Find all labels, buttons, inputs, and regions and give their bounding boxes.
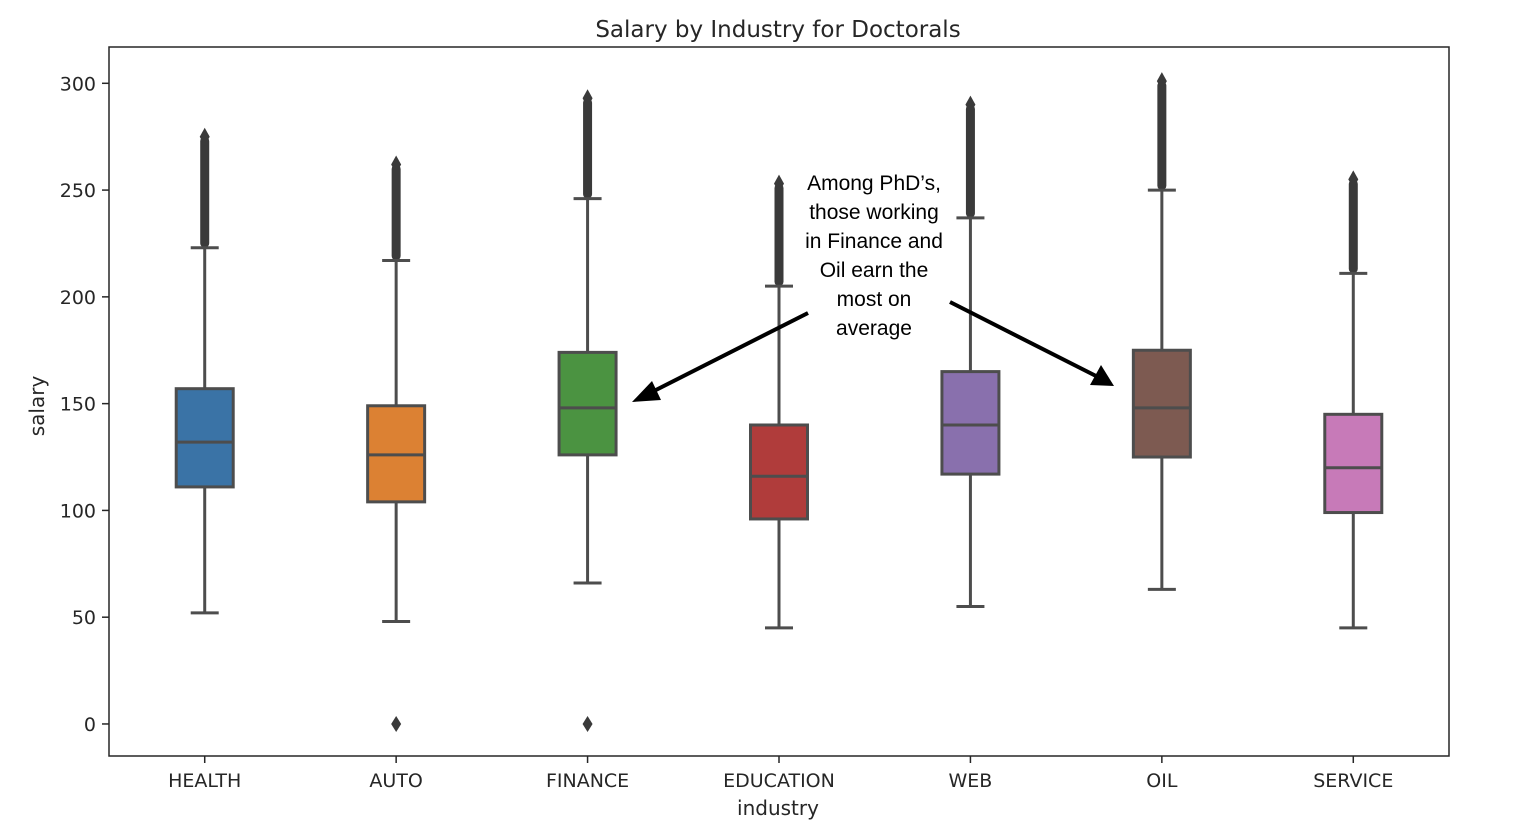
box-auto	[366, 155, 427, 732]
annotation-arrow-oil-head	[1090, 365, 1114, 386]
annotation-line: most on	[837, 288, 912, 311]
outliers-high-web	[965, 104, 975, 218]
x-tick-label-education: EDUCATION	[723, 770, 835, 792]
plot-area	[174, 72, 1384, 732]
outlier-max-education	[774, 174, 784, 193]
outliers-high-finance	[583, 98, 593, 199]
outlier-low-finance	[582, 715, 593, 732]
x-axis-label: industry	[737, 796, 819, 820]
iqr-box-finance	[557, 350, 618, 457]
box-web	[940, 95, 1001, 609]
iqr-box-oil	[1131, 348, 1192, 459]
annotation-arrow-oil-shaft	[949, 300, 1099, 379]
outliers-high-education	[774, 183, 784, 287]
y-tick-label: 200	[60, 287, 96, 309]
iqr-box-web	[940, 370, 1001, 476]
outlier-max-finance	[582, 89, 593, 108]
iqr-box-education	[749, 423, 809, 521]
x-tick-label-web: WEB	[949, 770, 993, 792]
x-tick-label-service: SERVICE	[1313, 770, 1393, 792]
y-axis: 0 50 100 150 200 250 300	[60, 73, 109, 736]
outliers-high-service	[1348, 179, 1358, 274]
chart-title: Salary by Industry for Doctorals	[595, 17, 960, 43]
box-finance	[557, 89, 618, 732]
outlier-max-oil	[1156, 72, 1167, 91]
box-health	[174, 127, 235, 615]
outliers-high-auto	[391, 164, 401, 261]
y-tick-label: 300	[60, 73, 96, 95]
box-oil	[1131, 72, 1192, 591]
annotation-arrow-finance-shaft	[647, 311, 809, 396]
annotation-line: those working	[809, 201, 939, 224]
outlier-max-auto	[391, 155, 402, 174]
box-education	[749, 174, 809, 630]
annotation-line: Oil earn the	[820, 259, 929, 282]
annotation-line: average	[836, 317, 912, 340]
annotation-line: in Finance and	[805, 230, 943, 253]
x-tick-label-finance: FINANCE	[546, 770, 629, 792]
iqr-box-health	[174, 387, 235, 489]
iqr-box-service	[1323, 412, 1384, 515]
y-tick-label: 0	[84, 714, 96, 736]
outlier-low-auto	[391, 715, 402, 732]
y-tick-label: 50	[72, 607, 96, 629]
outlier-max-health	[199, 127, 210, 146]
annotation: Among PhD’s, those working in Finance and O…	[632, 172, 1114, 402]
y-axis-label: salary	[25, 376, 49, 437]
outliers-high-oil	[1157, 81, 1167, 191]
annotation-line: Among PhD’s,	[807, 172, 941, 195]
box-service	[1323, 170, 1384, 630]
outlier-max-web	[965, 95, 976, 114]
annotation-arrow-finance-head	[632, 381, 661, 402]
x-axis: HEALTH AUTO FINANCE EDUCATION WEB OIL SERVICE	[168, 756, 1393, 792]
outliers-high-health	[200, 136, 210, 248]
y-tick-label: 250	[60, 180, 96, 202]
x-tick-label-health: HEALTH	[168, 770, 241, 792]
y-tick-label: 150	[60, 394, 96, 416]
y-tick-label: 100	[60, 500, 96, 522]
x-tick-label-auto: AUTO	[369, 770, 422, 792]
x-tick-label-oil: OIL	[1146, 770, 1178, 792]
outlier-max-service	[1348, 170, 1359, 189]
